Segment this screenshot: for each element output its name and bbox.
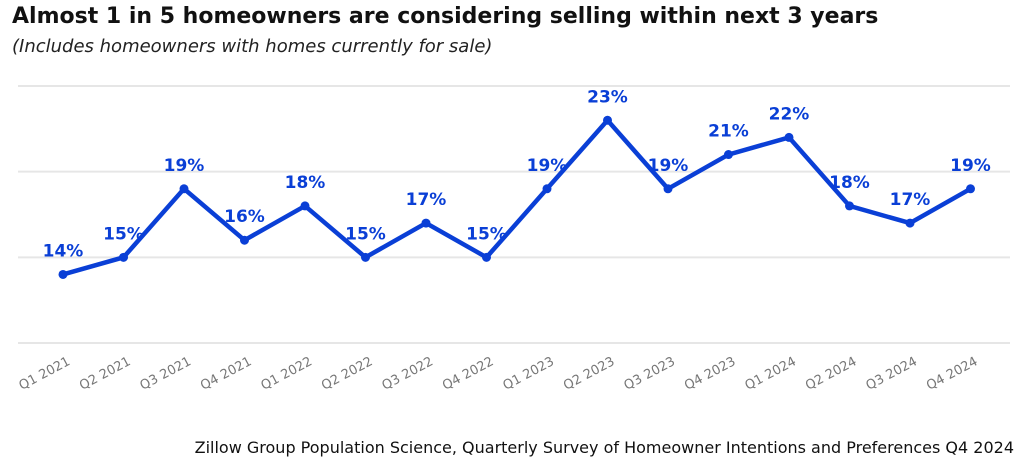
data-point [845, 201, 854, 211]
x-tick-label: Q1 2024 [743, 354, 799, 393]
chart-subtitle: (Includes homeowners with homes currentl… [12, 36, 493, 57]
data-points [58, 115, 975, 279]
data-point [119, 252, 128, 262]
data-point [784, 132, 794, 142]
x-tick-label: Q2 2022 [319, 354, 375, 393]
data-point [240, 235, 249, 245]
data-label: 14% [43, 241, 84, 261]
data-label: 21% [708, 122, 749, 142]
data-point [724, 150, 733, 160]
x-axis-ticks: Q1 2021 Q2 2021 Q3 2021 Q4 2021 Q1 2022 Q2 20… [17, 354, 981, 393]
series-line-group [60, 116, 973, 277]
data-point [179, 184, 189, 194]
x-tick-label: Q3 2023 [622, 354, 678, 393]
x-tick-label: Q3 2021 [138, 354, 194, 393]
data-label: 19% [648, 156, 689, 176]
data-point [603, 115, 612, 125]
x-tick-label: Q4 2021 [198, 354, 254, 393]
data-label: 18% [285, 173, 326, 193]
data-point [300, 201, 310, 211]
x-tick-label: Q2 2023 [561, 354, 617, 393]
data-label: 18% [829, 173, 870, 193]
data-label: 22% [769, 104, 810, 124]
x-tick-label: Q3 2024 [864, 354, 920, 393]
data-label: 15% [466, 224, 507, 244]
data-labels: 14% 15% 19% 16% 18% 15% 17% 15% 19% 23% 19% 21% 22% 1… [43, 87, 991, 261]
x-tick-label: Q4 2022 [440, 354, 496, 393]
data-label: 23% [587, 87, 628, 107]
data-label: 19% [164, 156, 205, 176]
x-tick-label: Q4 2024 [924, 354, 980, 393]
data-point [361, 252, 370, 262]
x-tick-label: Q1 2023 [501, 354, 557, 393]
data-point [542, 184, 552, 194]
x-tick-label: Q2 2021 [77, 354, 133, 393]
data-label: 17% [406, 190, 447, 210]
x-tick-label: Q1 2022 [259, 354, 315, 393]
data-label: 15% [103, 224, 144, 244]
chart-title: Almost 1 in 5 homeowners are considering… [12, 4, 879, 29]
data-label: 17% [890, 190, 931, 210]
x-tick-label: Q3 2022 [380, 354, 436, 393]
data-point [663, 184, 673, 194]
x-tick-label: Q2 2024 [803, 354, 859, 393]
gridlines [18, 85, 1010, 344]
data-label: 19% [527, 156, 568, 176]
data-point [966, 184, 975, 194]
data-point [58, 269, 68, 279]
series-line [60, 116, 973, 277]
data-point [482, 252, 491, 262]
x-tick-label: Q1 2021 [17, 354, 73, 393]
data-label: 19% [950, 156, 991, 176]
data-point [905, 218, 915, 228]
data-point [421, 218, 431, 228]
x-tick-label: Q4 2023 [682, 354, 738, 393]
data-label: 15% [345, 224, 386, 244]
data-label: 16% [224, 207, 265, 227]
source-note: Zillow Group Population Science, Quarter… [194, 438, 1014, 457]
